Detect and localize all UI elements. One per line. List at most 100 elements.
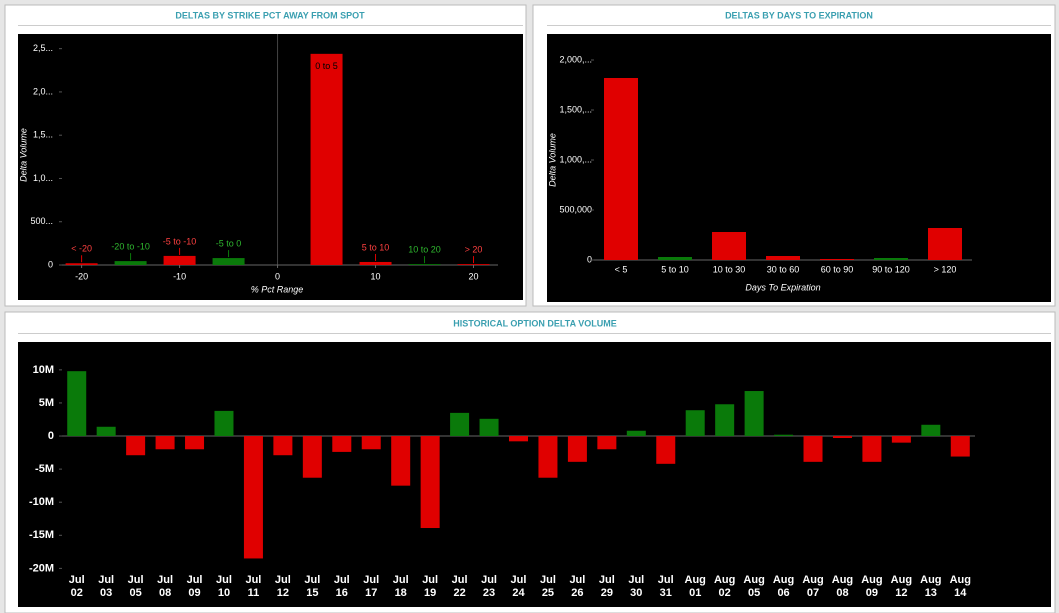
bar: [744, 391, 764, 437]
x-tick-label: Aug 14: [950, 574, 971, 599]
bar: [408, 264, 441, 265]
bar: [479, 418, 499, 437]
x-tick-label: Jul 15: [304, 574, 320, 599]
bar: [457, 264, 490, 265]
x-tick-label: 5 to 10: [661, 264, 689, 274]
x-tick-label: 30 to 60: [767, 264, 800, 274]
bar: [921, 424, 941, 437]
x-tick-label: Aug 02: [714, 574, 735, 599]
bar: [243, 436, 263, 559]
bar: [656, 436, 676, 464]
bar: [273, 436, 293, 456]
plot-area: [18, 34, 523, 300]
bar: [928, 228, 962, 260]
bar: [65, 263, 98, 265]
bar: [774, 434, 794, 437]
bar: [685, 410, 705, 437]
bar: [420, 436, 440, 529]
bar: [604, 78, 638, 260]
x-tick-label: Jul 29: [599, 574, 615, 599]
y-tick-label: 0: [587, 254, 592, 264]
y-tick-label: 1,5...: [33, 130, 53, 140]
data-label: 0 to 5: [315, 61, 338, 71]
x-tick-label: Jul 30: [628, 574, 644, 599]
x-tick-label: Jul 19: [422, 574, 438, 599]
bar: [862, 436, 882, 462]
bar: [450, 412, 470, 437]
x-tick-label: Aug 05: [743, 574, 764, 599]
bar: [626, 430, 646, 437]
y-tick-label: 2,0...: [33, 86, 53, 96]
x-tick-label: 90 to 120: [872, 264, 910, 274]
data-label: -20 to -10: [111, 241, 150, 251]
x-tick-label: Jul 26: [569, 574, 585, 599]
bar: [658, 257, 692, 260]
bar: [96, 426, 116, 437]
bar: [332, 436, 352, 452]
chart-title: DELTAS BY STRIKE PCT AWAY FROM SPOT: [175, 10, 365, 20]
y-tick-label: 500,000: [559, 204, 592, 214]
x-tick-label: Jul 05: [128, 574, 144, 599]
bar: [820, 259, 854, 260]
data-label: 10 to 20: [408, 245, 441, 255]
x-axis-label: % Pct Range: [251, 284, 304, 294]
x-tick-label: Jul 31: [658, 574, 674, 599]
x-tick-label: Jul 02: [69, 574, 85, 599]
x-tick-label: 60 to 90: [821, 264, 854, 274]
y-tick-label: 1,500,...: [559, 104, 592, 114]
x-tick-label: -10: [173, 271, 186, 281]
x-tick-label: Aug 09: [861, 574, 882, 599]
x-tick-label: Aug 07: [802, 574, 823, 599]
x-tick-label: Jul 23: [481, 574, 497, 599]
x-tick-label: Jul 03: [98, 574, 114, 599]
y-axis-label: Delta Volume: [547, 133, 557, 187]
x-tick-label: > 120: [934, 264, 957, 274]
x-tick-label: 20: [468, 271, 478, 281]
y-tick-label: 1,000,...: [559, 154, 592, 164]
y-tick-label: -5M: [35, 463, 54, 475]
x-tick-label: 10 to 30: [713, 264, 746, 274]
bar: [114, 261, 147, 265]
bar: [766, 256, 800, 260]
y-tick-label: 10M: [33, 364, 54, 376]
y-tick-label: 5M: [39, 397, 54, 409]
bar: [597, 436, 617, 450]
y-tick-label: -15M: [29, 529, 54, 541]
bar: [567, 436, 587, 462]
y-tick-label: 0: [48, 430, 54, 442]
x-tick-label: Jul 18: [393, 574, 409, 599]
y-axis-label: Delta Volume: [18, 128, 28, 182]
bar: [509, 436, 528, 442]
x-tick-label: < 5: [615, 264, 628, 274]
bar: [715, 404, 735, 437]
bar: [391, 436, 411, 486]
data-label: > 20: [465, 245, 483, 255]
x-tick-label: Aug 12: [891, 574, 912, 599]
chart-title: DELTAS BY DAYS TO EXPIRATION: [725, 10, 873, 20]
chart-title: HISTORICAL OPTION DELTA VOLUME: [453, 318, 617, 328]
bar: [832, 436, 852, 439]
x-tick-label: Jul 17: [363, 574, 379, 599]
bar: [361, 436, 381, 450]
bar: [712, 232, 746, 260]
x-axis-label: Days To Expiration: [745, 282, 820, 292]
data-label: -5 to -10: [163, 236, 197, 246]
x-tick-label: Aug 06: [773, 574, 794, 599]
bar: [310, 53, 343, 265]
bar: [163, 255, 196, 265]
x-tick-label: 0: [275, 271, 280, 281]
y-tick-label: 500...: [30, 216, 53, 226]
bar: [155, 436, 175, 450]
bar: [214, 410, 234, 437]
x-tick-label: Jul 22: [452, 574, 468, 599]
x-tick-label: Jul 08: [157, 574, 173, 599]
x-tick-label: Jul 16: [334, 574, 350, 599]
bar: [212, 258, 245, 265]
bar: [538, 436, 558, 478]
bar: [803, 436, 823, 462]
y-tick-label: 1,0...: [33, 173, 53, 183]
x-tick-label: Jul 25: [540, 574, 556, 599]
bar: [874, 258, 908, 260]
